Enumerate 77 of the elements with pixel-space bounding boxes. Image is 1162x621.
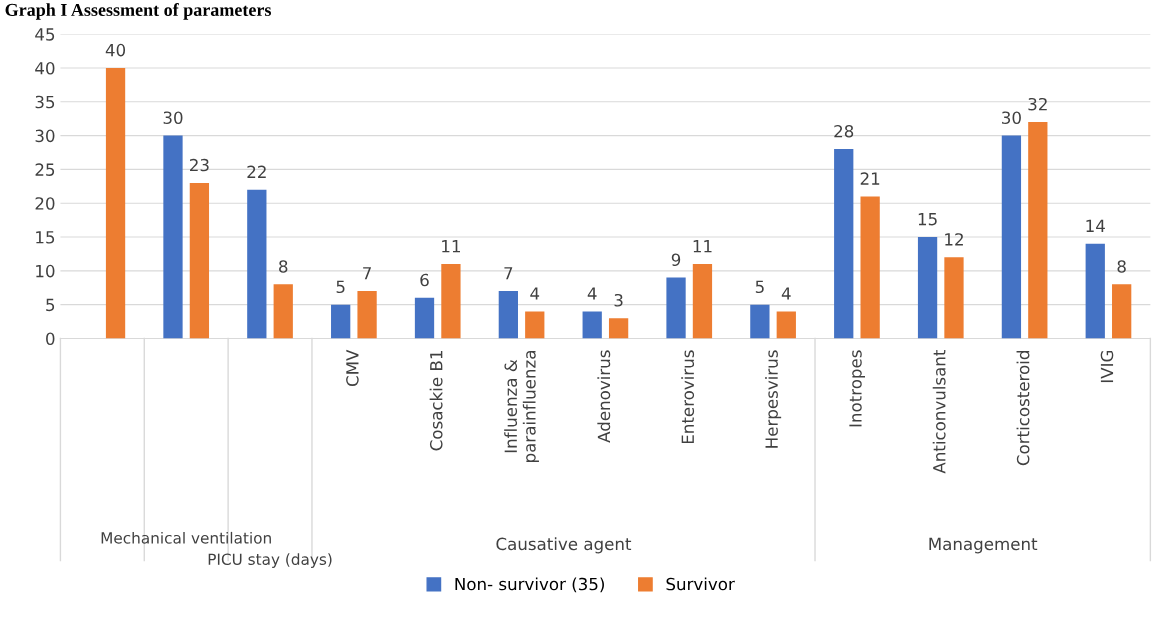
data-label: 4 [781, 287, 791, 300]
text: Causative agent [496, 537, 632, 554]
y-tick-label: 15 [36, 231, 55, 244]
x-tick-label: Anticonvulsant [932, 349, 946, 474]
data-label: 4 [530, 287, 540, 300]
y-tick-label: 45 [35, 28, 55, 41]
text: Management [929, 537, 1038, 554]
x-tick-label: Corticosteroid [1016, 351, 1030, 466]
data-label: 4 [587, 287, 597, 300]
bar [944, 257, 964, 339]
x-tick-label: IVIG [1100, 350, 1114, 383]
legend-label: Survivor [666, 577, 735, 591]
bar [1001, 135, 1022, 339]
bar [189, 182, 210, 339]
data-label: 8 [1117, 260, 1126, 273]
data-label: 5 [755, 280, 764, 294]
chart-title: Graph I Assessment of parameters [5, 3, 271, 20]
bar [692, 264, 713, 339]
data-label: 40 [105, 43, 126, 57]
x-tick-label: Inotropes [849, 350, 865, 427]
bar [163, 135, 183, 339]
x-tick-label: CMV [346, 349, 359, 387]
y-tick-label: 10 [36, 264, 55, 278]
data-label: 14 [1086, 219, 1105, 232]
data-label: 23 [190, 158, 209, 172]
bar [582, 311, 602, 339]
x-tick-label: Adenovirus [597, 350, 611, 443]
y-tick-label: 20 [35, 197, 55, 210]
x-tick-label: Herpesvirus [765, 350, 782, 448]
bar [1112, 284, 1132, 339]
data-label: 3 [614, 293, 623, 307]
x-tick-label: Enterovirus [681, 350, 695, 444]
data-label: 6 [420, 273, 429, 287]
bar [608, 318, 629, 339]
data-label: 11 [442, 240, 460, 253]
y-tick-label: 0 [46, 332, 55, 346]
bar [750, 304, 770, 339]
data-label: 12 [945, 233, 963, 246]
x-tick-label: Cosackie B1 [429, 351, 443, 451]
bar [1085, 243, 1105, 339]
bar [331, 304, 351, 339]
y-tick-label: 25 [35, 163, 55, 176]
data-label: 15 [918, 213, 937, 226]
bar [498, 291, 518, 339]
bar [666, 277, 686, 339]
bar [860, 196, 880, 339]
text: PICU stay (days) [208, 553, 332, 568]
data-label: 32 [1028, 97, 1047, 111]
data-label: 30 [1002, 111, 1021, 125]
text: Mechanical ventilation [101, 531, 271, 544]
data-label: 30 [163, 111, 183, 125]
data-label: 8 [279, 260, 288, 273]
bar [1028, 122, 1048, 339]
bar [247, 189, 267, 339]
legend-label: Non- survivor (35) [455, 577, 604, 593]
data-label: 7 [504, 267, 513, 280]
bar [357, 291, 377, 339]
bar [105, 67, 126, 339]
bar [273, 284, 293, 339]
x-tick-label: Influenza & parainfluenza [504, 351, 539, 462]
y-tick-label: 30 [35, 129, 55, 143]
data-label: 7 [363, 267, 371, 280]
data-label: 28 [834, 124, 854, 138]
data-label: 9 [671, 253, 681, 267]
data-label: 22 [247, 165, 266, 178]
y-tick-label: 35 [35, 95, 55, 109]
bar [525, 311, 545, 339]
data-label: 21 [860, 172, 880, 185]
bar [776, 311, 796, 339]
bar [917, 237, 938, 339]
bar [441, 264, 461, 339]
y-tick-label: 5 [46, 298, 55, 312]
y-tick-label: 40 [35, 61, 55, 75]
bar [834, 149, 854, 339]
data-label: 5 [336, 280, 345, 294]
data-label: 11 [693, 240, 712, 253]
bar [414, 297, 435, 339]
